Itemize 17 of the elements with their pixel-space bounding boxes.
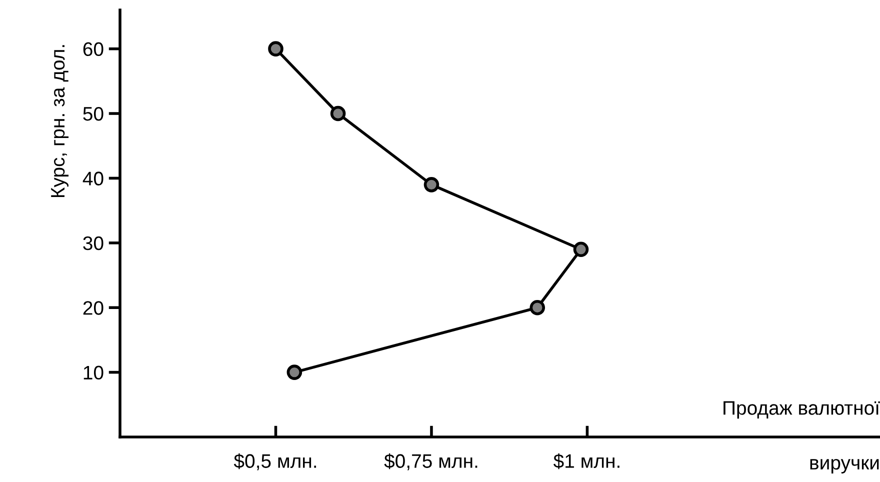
point	[573, 242, 589, 258]
y-tick-label: 40	[82, 172, 104, 186]
y-axis-title: Курс, грн. за дол.	[51, 45, 69, 198]
y-tick-label: 20	[83, 301, 104, 315]
y-tick-label: 30	[83, 236, 104, 250]
point	[530, 300, 546, 316]
y-tick-label: 50	[83, 106, 104, 121]
point	[286, 364, 302, 380]
text: Продаж валютної виручки	[724, 401, 880, 474]
x-tick-label: $1 млн.	[553, 453, 620, 470]
point	[424, 177, 440, 192]
y-tick-label: 10	[84, 366, 104, 380]
point	[330, 106, 346, 122]
y-tick-label: 60	[83, 42, 104, 56]
point	[268, 41, 284, 56]
x-tick-label: $0,5 млн.	[234, 453, 316, 470]
x-tick-label: $0,75 млн.	[384, 453, 478, 470]
